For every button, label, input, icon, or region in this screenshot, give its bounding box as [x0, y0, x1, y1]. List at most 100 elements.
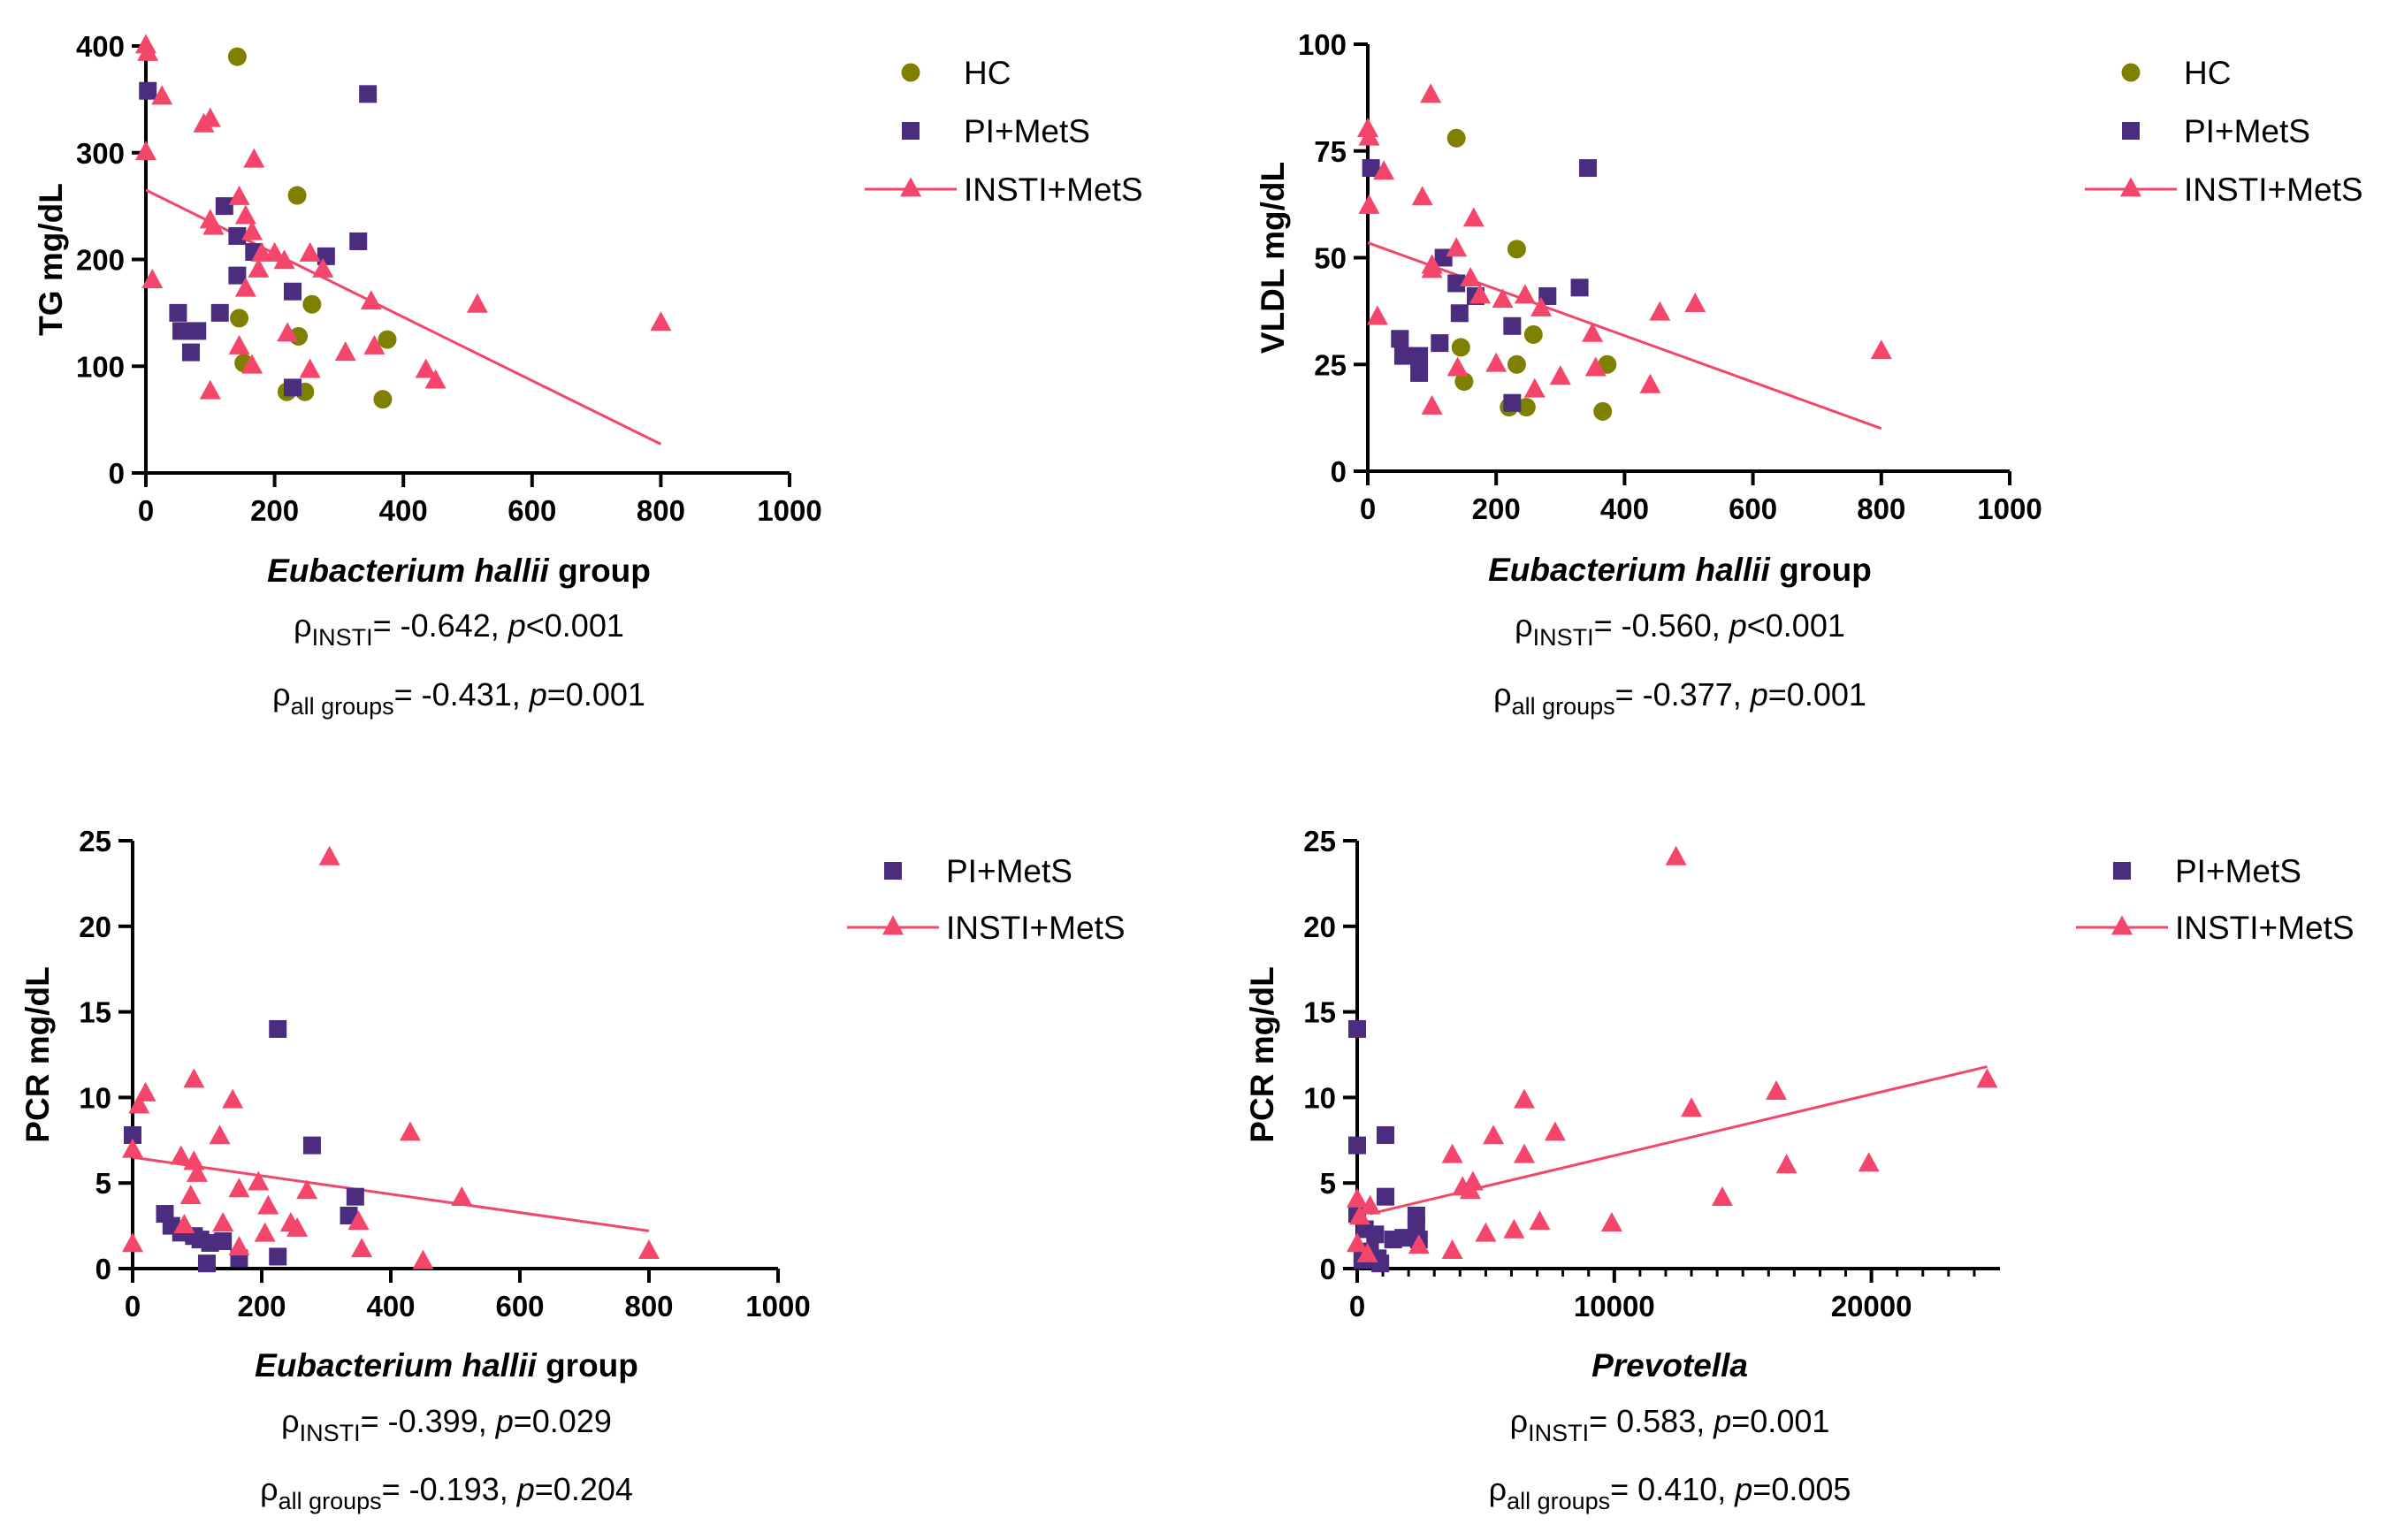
data-point [1523, 324, 1543, 344]
data-point [1446, 237, 1468, 257]
stat-value: = 0.410, [1610, 1471, 1735, 1507]
stat-p-value: <0.001 [1747, 607, 1845, 644]
data-point [1366, 305, 1388, 325]
data-point [1523, 377, 1546, 398]
data-point [277, 322, 299, 342]
data-point [1593, 401, 1613, 421]
data-point [273, 249, 295, 270]
series-pi-mets [1348, 1019, 1428, 1273]
data-point [1711, 1185, 1733, 1206]
stat-p-label: p [508, 607, 526, 644]
series-hc [1446, 128, 1617, 421]
stat-value: = -0.193, [382, 1471, 517, 1507]
data-point [1366, 1225, 1385, 1244]
data-point [1441, 1239, 1463, 1259]
data-point [215, 197, 233, 216]
stat-sub: INSTI [300, 1420, 361, 1446]
data-point [1600, 1212, 1622, 1232]
legend: PI+MetS INSTI+MetS [2076, 853, 2355, 946]
data-point [187, 1162, 208, 1182]
stat-sub: INSTI [1533, 624, 1594, 651]
data-point [1347, 1232, 1368, 1253]
y-tick-label: 300 [76, 137, 125, 170]
x-tick-label: 200 [1472, 492, 1521, 525]
y-tick-label: 0 [1331, 455, 1347, 488]
data-point [1870, 339, 1892, 360]
data-point [243, 148, 265, 168]
data-point [359, 85, 378, 103]
y-tick-label: 15 [79, 996, 111, 1029]
data-point [234, 277, 256, 297]
data-point [1446, 356, 1469, 377]
data-point [312, 257, 334, 278]
y-tick-label: 75 [1314, 135, 1347, 168]
data-point [137, 41, 159, 61]
data-point [1441, 1143, 1463, 1163]
stat-p-label: p [529, 676, 547, 713]
stat-line: ρINSTI= 0.583, p=0.001 [1510, 1403, 1830, 1446]
stat-rho: ρ [294, 607, 311, 644]
stat-line: ρINSTI= -0.560, p<0.001 [1515, 607, 1845, 651]
regression-line [1367, 241, 1882, 431]
x-tick-label: 600 [1729, 492, 1777, 525]
data-point [1358, 126, 1380, 146]
stat-p-label: p [1713, 1403, 1731, 1439]
stat-value: = -0.399, [361, 1403, 496, 1439]
legend-marker [2113, 862, 2131, 880]
y-tick-label: 50 [1314, 242, 1347, 275]
stat-sub: all groups [279, 1488, 382, 1514]
data-point [1503, 393, 1522, 412]
data-point [1514, 1143, 1536, 1163]
legend-marker [2111, 915, 2133, 935]
chart-panel-4: 0 5 10 15 20 25 0 10000 20000 PCR mg/dL Prevotella… [1244, 825, 2355, 1514]
x-axis-title-suffix: group [537, 1347, 638, 1384]
stat-p-value: =0.005 [1752, 1471, 1851, 1507]
stat-value: = -0.431, [394, 676, 530, 713]
stat-sub: all groups [1507, 1488, 1610, 1514]
stat-p-label: p [1729, 607, 1747, 644]
legend-marker [901, 63, 920, 82]
chart-panel-3: 0 5 10 15 20 25 0 200 400 600 800 1000 PCR mg/dL Euba… [19, 825, 1126, 1514]
stat-value: = -0.642, [373, 607, 508, 644]
data-point [299, 241, 321, 262]
data-point [318, 845, 340, 865]
data-point [317, 247, 335, 265]
y-tick-label: 10 [79, 1081, 111, 1114]
data-point [349, 232, 368, 250]
y-tick-label: 0 [1320, 1253, 1336, 1285]
x-tick-label: 600 [495, 1290, 544, 1323]
data-point [1431, 334, 1449, 353]
x-tick-label: 0 [125, 1290, 141, 1323]
x-tick-label: 600 [508, 494, 556, 527]
y-tick-label: 20 [79, 911, 111, 943]
data-point [1584, 356, 1607, 377]
data-point [1347, 1187, 1368, 1208]
series-pi-mets [139, 81, 378, 397]
stat-rho: ρ [272, 676, 290, 713]
x-tick-label: 200 [250, 494, 299, 527]
data-point [1570, 278, 1589, 297]
x-axis-title-italic: Eubacterium hallii [267, 553, 549, 589]
series-insti-mets [1357, 83, 1892, 415]
data-point [1447, 274, 1466, 293]
data-point [183, 1068, 205, 1088]
data-point [1410, 347, 1429, 365]
legend: HC PI+MetS INSTI+MetS [2085, 55, 2363, 208]
regression-line [132, 1155, 650, 1232]
stat-rho: ρ [1493, 676, 1511, 713]
data-point [283, 282, 301, 301]
data-point [1356, 1242, 1378, 1262]
x-axis-title: Eubacterium hallii group [255, 1347, 638, 1384]
chart-panel-1: 0 100 200 300 400 0 200 400 600 800 1000 TG mg/dL Eu… [33, 30, 1143, 720]
x-axis-title-italic: Prevotella [1591, 1347, 1748, 1384]
data-point [347, 1210, 370, 1231]
x-tick-label: 0 [1349, 1290, 1365, 1323]
data-point [351, 1238, 373, 1258]
stat-rho: ρ [1489, 1471, 1507, 1507]
legend-marker [2120, 177, 2141, 197]
legend-marker [884, 862, 902, 880]
data-point [139, 81, 157, 100]
stat-rho: ρ [1515, 607, 1532, 644]
data-point [302, 294, 322, 314]
